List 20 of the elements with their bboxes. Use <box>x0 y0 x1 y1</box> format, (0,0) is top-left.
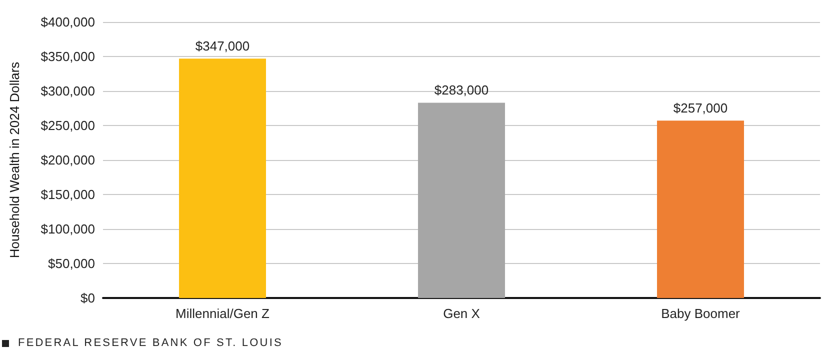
data-label: $283,000 <box>434 82 489 98</box>
data-label: $257,000 <box>673 100 728 116</box>
text: FEDERAL RESERVE BANK OF ST. LOUIS <box>18 337 283 349</box>
x-tick-label: Millennial/Gen Z <box>176 306 270 321</box>
y-tick-label: $400,000 <box>40 14 95 30</box>
bar <box>179 58 266 298</box>
data-label: $347,000 <box>195 38 250 54</box>
y-tick-label: $50,000 <box>48 256 95 271</box>
y-tick-label: $100,000 <box>40 222 95 236</box>
bar <box>418 102 505 298</box>
x-tick-label: Gen X <box>443 306 480 321</box>
y-tick-label: $200,000 <box>40 152 95 168</box>
bar <box>657 120 744 298</box>
y-tick-label: $350,000 <box>40 49 95 64</box>
y-tick-label: $150,000 <box>40 187 95 202</box>
x-tick-label: Baby Boomer <box>661 306 741 321</box>
y-tick-label: $250,000 <box>40 118 95 133</box>
y-tick-label: $300,000 <box>40 84 95 98</box>
y-tick-label: $0 <box>80 290 95 306</box>
y-axis-title: Household Wealth in 2024 Dollars <box>7 61 22 258</box>
